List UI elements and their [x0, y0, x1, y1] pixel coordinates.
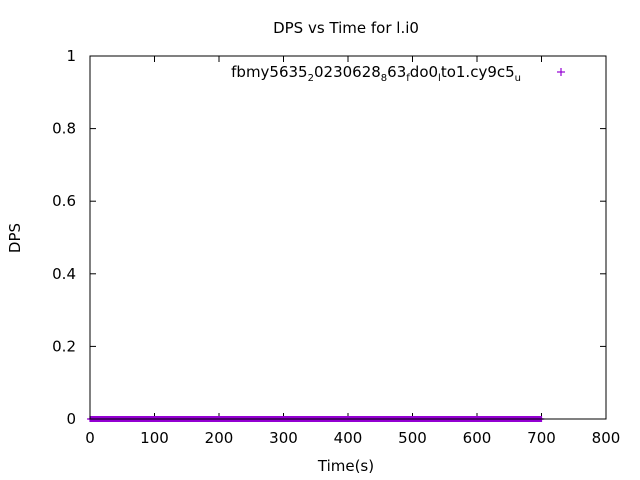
x-tick-label: 100	[140, 429, 169, 447]
y-tick-label: 0	[66, 410, 76, 428]
x-tick-label: 200	[205, 429, 234, 447]
x-tick-label: 600	[463, 429, 492, 447]
y-tick-label: 0.6	[52, 192, 76, 210]
plot-frame	[89, 55, 607, 420]
y-tick-label: 1	[66, 47, 76, 65]
legend-series-label: fbmy563520230628863fdo0lto1.cy9c5u	[231, 63, 521, 84]
axis-ticks: 0 100 200 300 400 500 600 700 800 0 0.2 0.4 0.6 0.8 1	[52, 47, 620, 447]
y-tick-label: 0.4	[52, 265, 76, 283]
x-tick-label: 0	[85, 429, 95, 447]
chart-title: DPS vs Time for l.i0	[273, 19, 419, 37]
x-tick-label: 400	[334, 429, 363, 447]
x-axis-label: Time(s)	[317, 457, 374, 475]
y-tick-label: 0.2	[52, 337, 76, 355]
legend-marker-plus-icon	[557, 68, 565, 76]
x-tick-label: 700	[527, 429, 556, 447]
x-tick-label: 500	[398, 429, 427, 447]
x-tick-label: 800	[592, 429, 621, 447]
legend: fbmy563520230628863fdo0lto1.cy9c5u	[231, 63, 565, 84]
y-tick-label: 0.8	[52, 120, 76, 138]
x-tick-label: 300	[269, 429, 298, 447]
y-axis-label: DPS	[6, 223, 24, 253]
